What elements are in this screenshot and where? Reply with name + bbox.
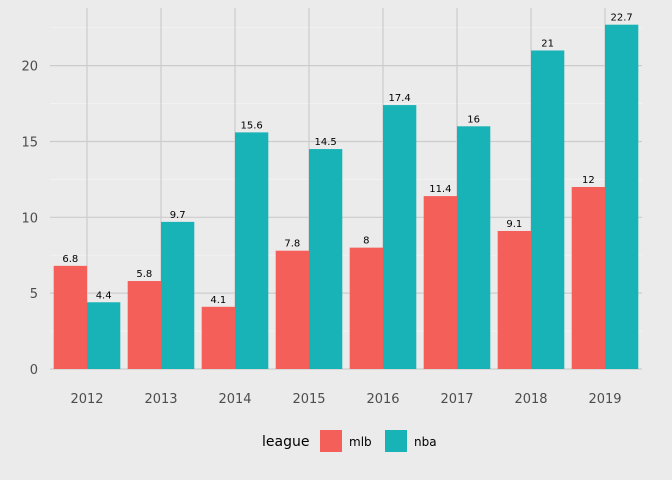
bar-nba-2018 — [531, 50, 565, 370]
legend-label-mlb: mlb — [349, 435, 372, 449]
x-tick-label: 2013 — [144, 392, 177, 407]
bar-mlb-2017 — [423, 196, 457, 369]
bar-mlb-2014 — [201, 306, 235, 369]
data-label-nba-2018: 21 — [541, 38, 554, 49]
legend: league mlb nba — [262, 430, 437, 452]
data-label-mlb-2018: 9.1 — [506, 219, 522, 230]
data-label-nba-2016: 17.4 — [389, 93, 411, 104]
data-label-mlb-2013: 5.8 — [136, 269, 152, 280]
x-tick-label: 2015 — [292, 392, 325, 407]
bar-mlb-2012 — [53, 265, 87, 369]
x-tick-label: 2018 — [514, 392, 547, 407]
x-tick-label: 2014 — [218, 392, 251, 407]
x-tick-label: 2012 — [70, 392, 103, 407]
bar-mlb-2016 — [349, 247, 383, 369]
x-axis: 2012 2013 2014 2015 2016 2017 2018 2019 — [70, 392, 621, 407]
data-label-mlb-2014: 4.1 — [210, 295, 226, 306]
bar-mlb-2013 — [127, 281, 161, 369]
data-label-nba-2013: 9.7 — [170, 210, 186, 221]
data-label-mlb-2017: 11.4 — [429, 184, 451, 195]
data-label-nba-2012: 4.4 — [96, 290, 112, 301]
x-tick-label: 2019 — [588, 392, 621, 407]
bar-nba-2013 — [161, 221, 195, 369]
data-label-mlb-2016: 8 — [363, 236, 369, 247]
bar-nba-2014 — [235, 132, 269, 369]
y-tick-label: 5 — [30, 287, 38, 302]
bar-nba-2012 — [87, 302, 121, 369]
legend-swatch-mlb — [320, 430, 342, 452]
bar-mlb-2019 — [571, 186, 605, 369]
y-tick-label: 20 — [21, 60, 38, 75]
data-label-nba-2015: 14.5 — [315, 137, 337, 148]
data-labels: 6.8 5.8 4.1 7.8 8 11.4 9.1 12 4.4 9.7 15.6 14.5 17.4… — [62, 13, 632, 306]
y-tick-label: 10 — [21, 211, 38, 226]
data-label-mlb-2019: 12 — [582, 175, 595, 186]
x-tick-label: 2016 — [366, 392, 399, 407]
x-tick-label: 2017 — [440, 392, 473, 407]
y-tick-label: 15 — [21, 135, 38, 150]
data-label-nba-2017: 16 — [467, 114, 480, 125]
legend-label-nba: nba — [414, 435, 437, 449]
data-label-nba-2014: 15.6 — [241, 120, 263, 131]
data-label-mlb-2015: 7.8 — [284, 239, 300, 250]
legend-swatch-nba — [385, 430, 407, 452]
bar-nba-2016 — [383, 105, 417, 370]
bar-nba-2015 — [309, 149, 343, 369]
data-label-nba-2019: 22.7 — [611, 13, 633, 24]
legend-title: league — [262, 434, 309, 450]
data-label-mlb-2012: 6.8 — [62, 254, 78, 265]
bar-mlb-2015 — [275, 250, 309, 369]
bar-mlb-2018 — [497, 230, 531, 369]
bar-nba-2019 — [605, 24, 639, 369]
bar-nba-2017 — [457, 126, 491, 370]
bars — [53, 24, 639, 370]
y-tick-label: 0 — [30, 363, 38, 378]
y-axis: 0 5 10 15 20 — [21, 60, 38, 378]
